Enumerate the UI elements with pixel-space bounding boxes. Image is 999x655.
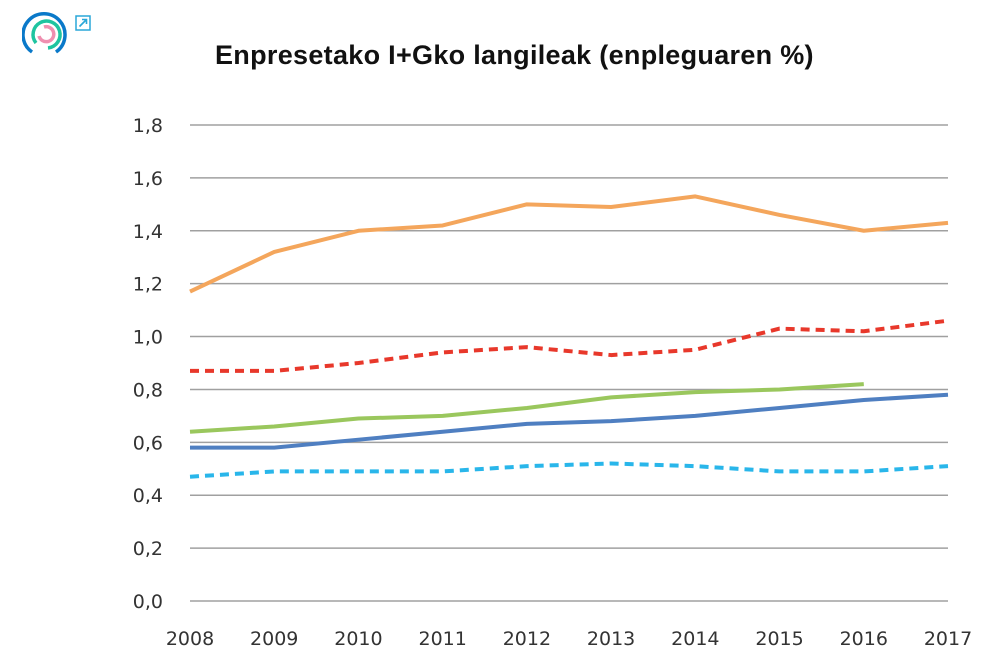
y-tick-label: 1,2 <box>133 274 163 296</box>
y-tick-label: 1,6 <box>133 168 163 190</box>
x-tick-label: 2014 <box>671 628 719 650</box>
y-tick-label: 1,4 <box>133 221 163 243</box>
x-tick-label: 2016 <box>840 628 888 650</box>
series-line-2 <box>189 382 864 434</box>
y-tick-label: 0,4 <box>133 485 163 507</box>
series-line-0 <box>189 194 949 294</box>
y-tick-label: 0,2 <box>133 538 163 560</box>
x-tick-label: 2008 <box>166 628 214 650</box>
y-tick-label: 1,0 <box>133 327 163 349</box>
x-tick-label: 2015 <box>755 628 803 650</box>
chart-title: Enpresetako I+Gko langileak (enpleguaren… <box>215 40 814 70</box>
series-line-1 <box>190 318 949 373</box>
external-link-icon[interactable] <box>75 15 91 31</box>
series-line-4 <box>189 461 949 479</box>
y-tick-label: 0,0 <box>133 591 163 613</box>
y-tick-label: 0,6 <box>133 432 163 454</box>
y-tick-label: 1,8 <box>133 115 163 137</box>
series-line-3 <box>190 392 949 450</box>
x-tick-label: 2012 <box>503 628 551 650</box>
x-tick-label: 2013 <box>587 628 635 650</box>
x-tick-label: 2011 <box>418 628 466 650</box>
logo-icon <box>22 12 67 54</box>
y-tick-label: 0,8 <box>133 379 163 401</box>
x-tick-label: 2010 <box>334 628 382 650</box>
x-tick-label: 2017 <box>924 628 972 650</box>
x-tick-label: 2009 <box>250 628 298 650</box>
